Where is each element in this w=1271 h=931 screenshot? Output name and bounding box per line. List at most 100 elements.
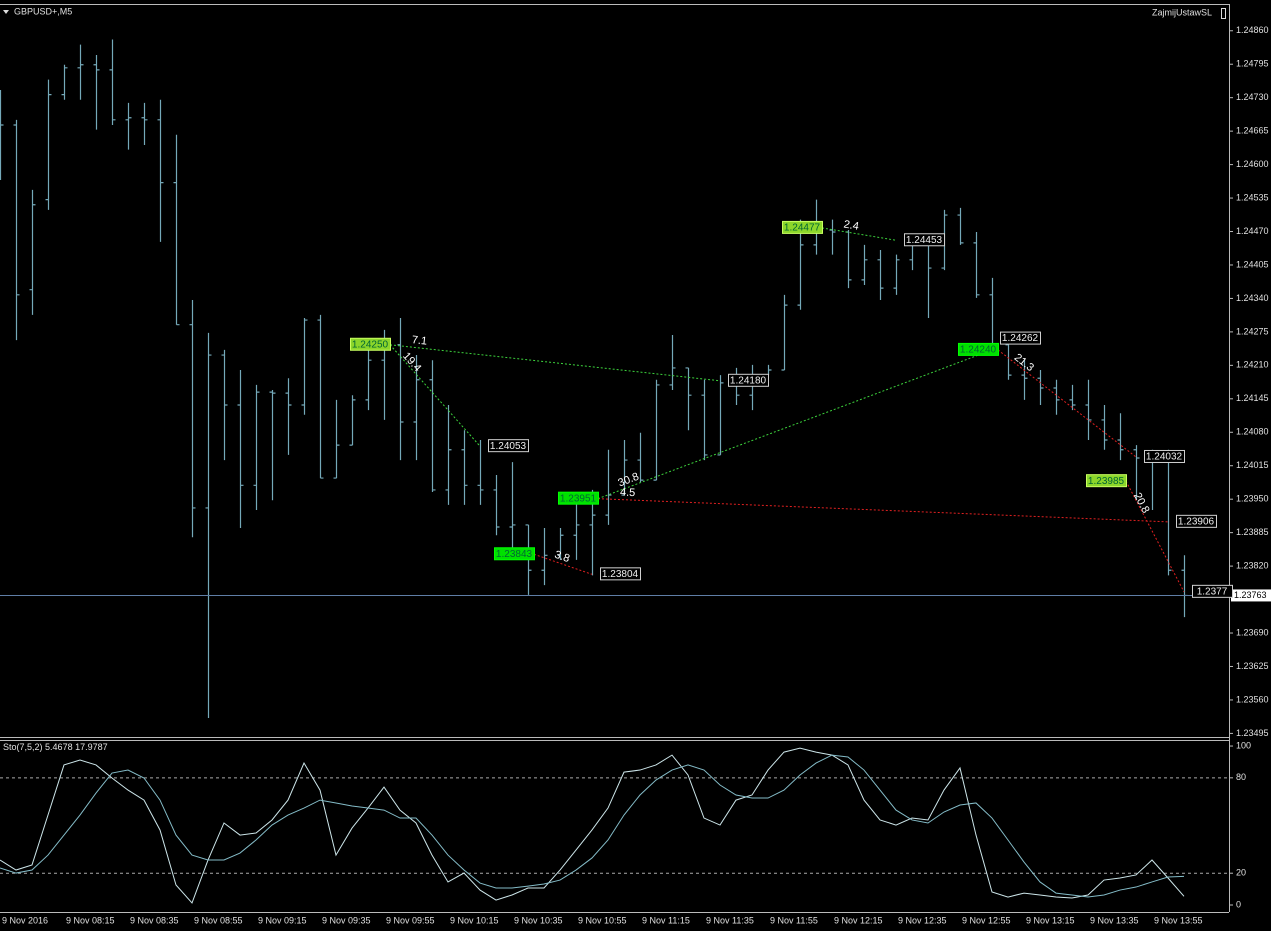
y-tick-label: 1.24015	[1236, 460, 1269, 470]
price-box-label: 1.23985	[1088, 476, 1125, 487]
price-box	[350, 337, 391, 351]
ohlc-bar	[397, 317, 404, 461]
expert-name: ZajmijUstawSL	[1152, 7, 1212, 17]
y-tick-label: 1.24470	[1236, 226, 1269, 236]
y-tick-label: 1.24405	[1236, 259, 1269, 269]
ohlc-bar	[45, 79, 52, 210]
ohlc-bar	[541, 528, 548, 586]
x-tick-label: 9 Nov 10:15	[450, 915, 499, 925]
indicator-main-value: 5.4678	[45, 742, 73, 752]
y-tick-label: 1.24275	[1236, 326, 1269, 336]
y-tick-label: 1.24340	[1236, 293, 1269, 303]
ohlc-bar	[637, 432, 644, 483]
pip-label: 2.4	[843, 219, 860, 233]
ohlc-bar	[861, 244, 868, 286]
y-tick-label: 20	[1236, 868, 1246, 878]
price-box-label: 1.23843	[496, 549, 533, 560]
x-tick-label: 9 Nov 13:15	[1026, 915, 1075, 925]
y-tick-label: 1.23950	[1236, 494, 1269, 504]
price-box	[728, 373, 769, 387]
stochastic-line	[0, 747, 1185, 904]
ohlc-bar	[333, 399, 340, 479]
x-tick-label: 9 Nov 08:55	[194, 915, 243, 925]
y-tick-label: 1.24860	[1236, 25, 1269, 35]
y-tick-label: 1.24535	[1236, 192, 1269, 202]
expert-icon[interactable]	[1221, 8, 1226, 19]
price-box	[904, 233, 945, 247]
ohlc-bar	[765, 364, 772, 376]
x-tick-label: 9 Nov 13:35	[1090, 915, 1139, 925]
y-tick-label: 1.24145	[1236, 393, 1269, 403]
ohlc-bar	[701, 379, 708, 461]
price-box	[1000, 331, 1041, 345]
ohlc-bar	[61, 64, 68, 100]
price-box-label: 1.24262	[1002, 333, 1039, 344]
pip-label: 20.8	[1131, 491, 1152, 516]
y-tick-label: 1.23820	[1236, 560, 1269, 570]
trend-line	[821, 227, 897, 241]
price-box-label: 1.23804	[602, 569, 639, 580]
y-tick-label: 1.23495	[1236, 728, 1269, 738]
price-box-label: 1.24180	[730, 375, 767, 386]
y-tick-label: 1.24795	[1236, 59, 1269, 69]
x-tick-label: 9 Nov 10:55	[578, 915, 627, 925]
ohlc-bar	[253, 384, 260, 510]
ohlc-bar	[893, 254, 900, 295]
ohlc-bar	[189, 299, 196, 538]
pip-label: 3.8	[553, 549, 571, 565]
current-price-label: 1.23763	[1234, 590, 1267, 600]
ohlc-bar	[1165, 449, 1172, 576]
price-box-label: 1.24032	[1146, 452, 1183, 463]
trend-line	[389, 344, 721, 382]
trend-line	[389, 344, 481, 447]
x-tick-label: 9 Nov 2016	[2, 915, 48, 925]
ohlc-bar	[669, 334, 676, 391]
ohlc-bar	[29, 189, 36, 315]
price-box	[488, 439, 529, 453]
ohlc-bar	[413, 355, 420, 461]
y-tick-label: 1.23885	[1236, 527, 1269, 537]
ohlc-bar	[877, 250, 884, 300]
ohlc-bar	[621, 439, 628, 496]
ohlc-bar	[973, 232, 980, 298]
price-box	[600, 567, 641, 581]
x-tick-label: 9 Nov 11:15	[642, 915, 690, 925]
ohlc-bar	[13, 119, 20, 341]
x-tick-label: 9 Nov 11:35	[706, 915, 754, 925]
ohlc-bar	[1021, 360, 1028, 400]
ohlc-bar	[0, 89, 4, 181]
ohlc-bar	[285, 378, 292, 455]
indicator-signal-value: 17.9787	[75, 742, 108, 752]
x-tick-label: 9 Nov 12:15	[834, 915, 883, 925]
price-box-label: 1.24250	[352, 339, 389, 350]
x-tick-label: 9 Nov 09:15	[258, 915, 307, 925]
price-box-label: 1.2377	[1197, 586, 1228, 597]
stochastic-line	[0, 754, 1185, 898]
y-tick-label: 0	[1236, 899, 1241, 909]
price-box	[1192, 584, 1233, 598]
y-tick-label: 1.23625	[1236, 661, 1269, 671]
ohlc-bar	[1005, 340, 1012, 380]
y-tick-label: 1.23560	[1236, 694, 1269, 704]
ohlc-bar	[845, 229, 852, 289]
ohlc-bar	[205, 332, 212, 718]
ohlc-bar	[685, 367, 692, 431]
ohlc-bar	[349, 395, 356, 446]
ohlc-bar	[573, 500, 580, 560]
price-box-label: 1.24053	[490, 441, 527, 452]
y-tick-label: 1.24600	[1236, 159, 1269, 169]
ohlc-bar	[445, 404, 452, 505]
price-box	[782, 220, 823, 234]
ohlc-bar	[77, 44, 84, 100]
ohlc-bar	[509, 462, 516, 560]
ohlc-bar	[1181, 555, 1188, 618]
menu-triangle[interactable]	[3, 10, 9, 14]
ohlc-bar	[1069, 384, 1076, 411]
ohlc-bar	[173, 134, 180, 326]
chart-title: GBPUSD+,M5	[14, 6, 72, 16]
price-box-label: 1.24240	[960, 345, 997, 356]
ohlc-bar	[1053, 379, 1060, 415]
x-tick-label: 9 Nov 11:55	[770, 915, 818, 925]
